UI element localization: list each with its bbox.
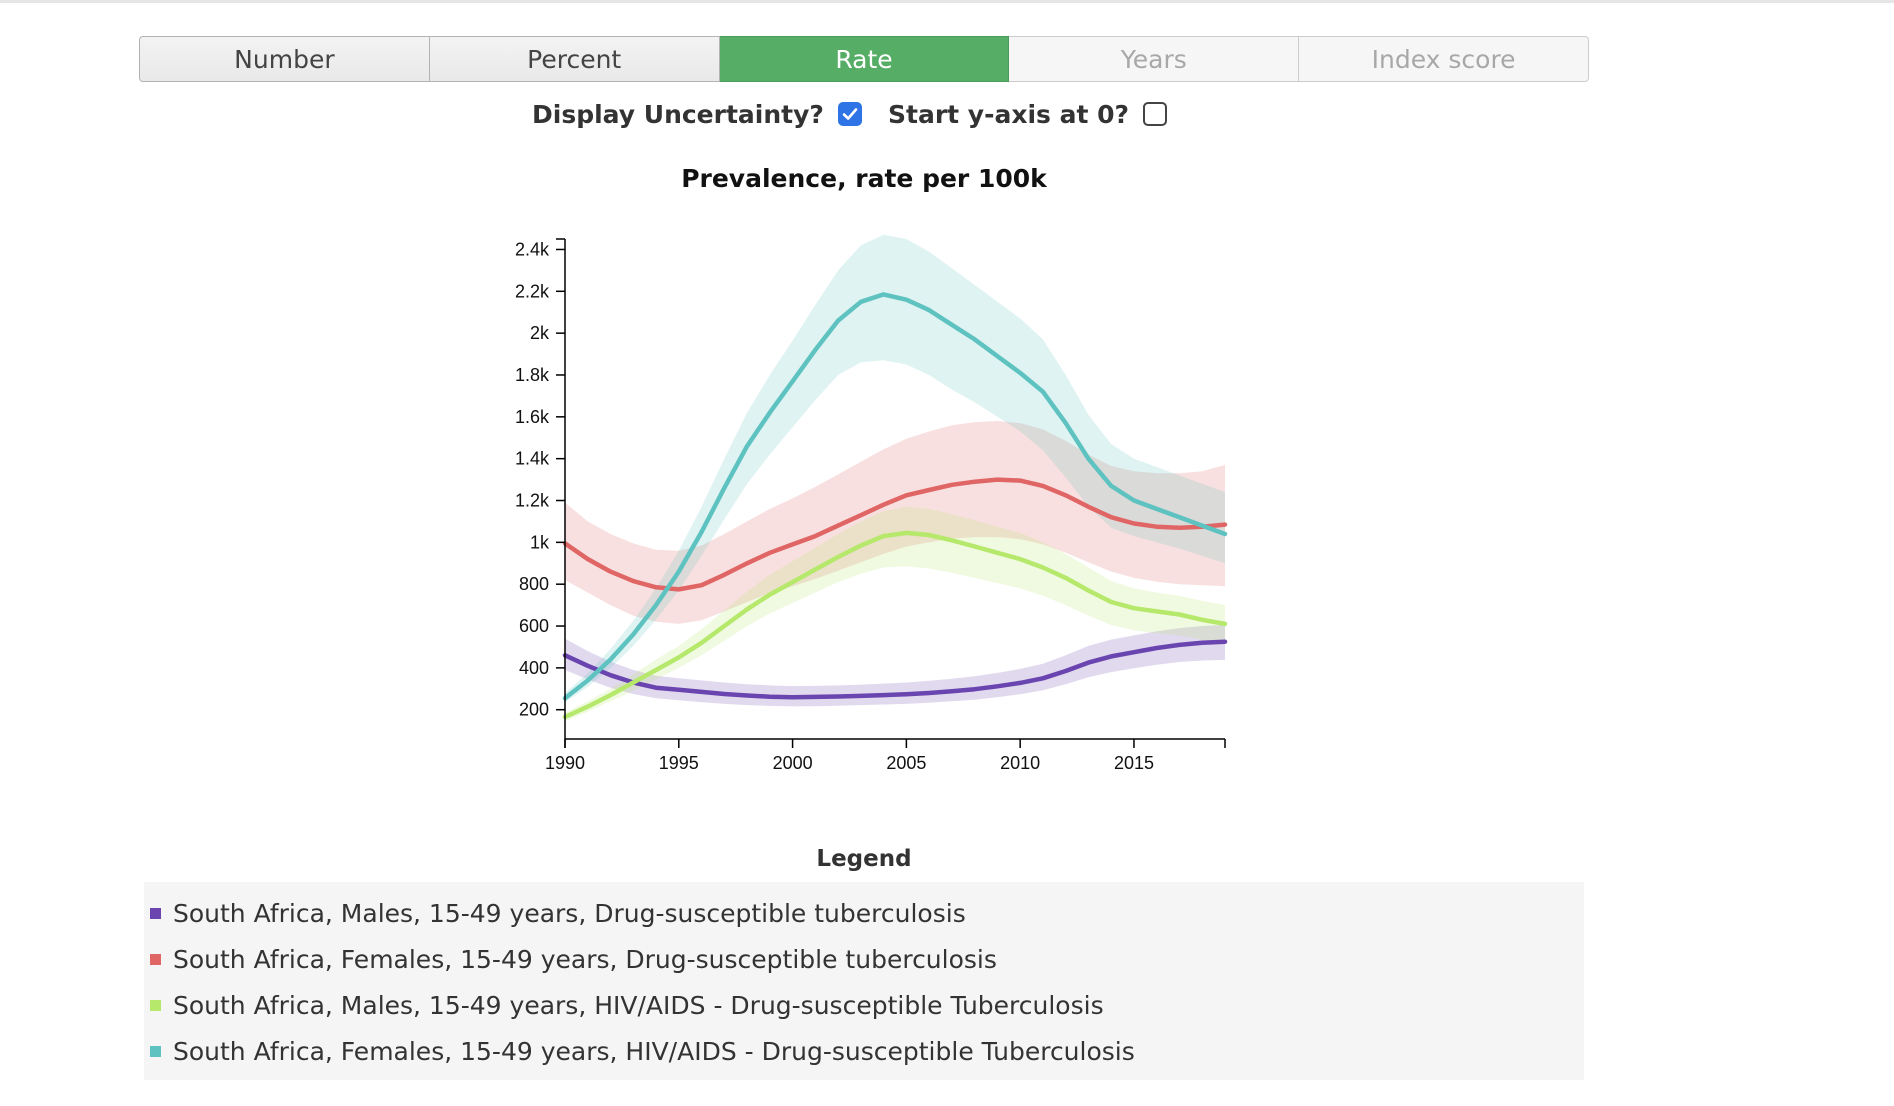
- chart-title: Prevalence, rate per 100k: [681, 164, 1047, 193]
- series-line-1: [562, 639, 1228, 700]
- legend-swatch: [150, 953, 161, 965]
- y-tick-label: 600: [519, 616, 549, 636]
- tab-index-score[interactable]: Index score: [1299, 36, 1589, 82]
- x-tick-label: 2000: [773, 753, 813, 773]
- legend-item[interactable]: South Africa, Females, 15-49 years, Drug…: [150, 941, 997, 977]
- series-lines: [562, 292, 1228, 720]
- metric-tabs: Number Percent Rate Years Index score: [139, 36, 1589, 82]
- line-chart: 200 400 600 800 1k 1.2k 1.4k 1.6k 1.8k 2k 2.2k 2.4k…: [515, 234, 1228, 773]
- y-tick-label: 1.2k: [515, 491, 550, 511]
- y-tick-label: 800: [519, 574, 549, 594]
- legend-swatch: [150, 1045, 161, 1057]
- yzero-control: Start y-axis at 0?: [888, 97, 1168, 131]
- top-divider: [0, 0, 1894, 3]
- checkmark-icon: [842, 108, 858, 120]
- uncertainty-control: Display Uncertainty?: [532, 97, 862, 131]
- x-tick-label: 1995: [659, 753, 699, 773]
- y-tick-label: 1.6k: [515, 407, 550, 427]
- series-line-4: [562, 292, 1228, 701]
- uncertainty-checkbox[interactable]: [837, 102, 862, 126]
- series-line-2: [562, 477, 1228, 592]
- tab-rate[interactable]: Rate: [719, 36, 1010, 82]
- x-tick-label: 2005: [886, 753, 926, 773]
- legend-swatch: [150, 907, 161, 919]
- x-tick-label: 1990: [545, 753, 585, 773]
- uncertainty-band-1: [565, 625, 1225, 707]
- y-tick-label: 1k: [530, 532, 550, 552]
- y-tick-label: 1.4k: [515, 449, 550, 469]
- legend-title: Legend: [816, 846, 912, 872]
- legend-item[interactable]: South Africa, Males, 15-49 years, HIV/AI…: [150, 987, 1104, 1023]
- uncertainty-label: Display Uncertainty?: [532, 99, 824, 129]
- legend: South Africa, Males, 15-49 years, Drug-s…: [144, 882, 1584, 1080]
- y-tick-label: 2.4k: [515, 239, 550, 259]
- legend-label: South Africa, Males, 15-49 years, Drug-s…: [173, 898, 966, 928]
- tab-number[interactable]: Number: [139, 36, 430, 82]
- tab-percent[interactable]: Percent: [429, 36, 720, 82]
- legend-item[interactable]: South Africa, Females, 15-49 years, HIV/…: [150, 1033, 1135, 1069]
- y-tick-label: 1.8k: [515, 365, 550, 385]
- yzero-checkbox[interactable]: [1143, 102, 1168, 126]
- legend-label: South Africa, Females, 15-49 years, HIV/…: [173, 1036, 1135, 1066]
- legend-swatch: [150, 999, 161, 1011]
- legend-label: South Africa, Males, 15-49 years, HIV/AI…: [173, 990, 1104, 1020]
- uncertainty-band-4: [565, 234, 1225, 703]
- yzero-label: Start y-axis at 0?: [888, 99, 1130, 129]
- chart-axes: 200 400 600 800 1k 1.2k 1.4k 1.6k 1.8k 2k 2.2k 2.4k…: [515, 238, 1226, 773]
- legend-label: South Africa, Females, 15-49 years, Drug…: [173, 944, 997, 974]
- x-tick-label: 2010: [1000, 753, 1040, 773]
- tab-years[interactable]: Years: [1009, 36, 1300, 82]
- uncertainty-band-3: [565, 506, 1225, 722]
- legend-item[interactable]: South Africa, Males, 15-49 years, Drug-s…: [150, 895, 966, 931]
- y-tick-label: 200: [519, 700, 549, 720]
- x-tick-label: 2015: [1114, 753, 1154, 773]
- series-line-3: [562, 530, 1228, 720]
- y-tick-label: 400: [519, 658, 549, 678]
- y-tick-label: 2k: [530, 323, 550, 343]
- uncertainty-bands: [565, 234, 1225, 722]
- y-tick-label: 2.2k: [515, 281, 550, 301]
